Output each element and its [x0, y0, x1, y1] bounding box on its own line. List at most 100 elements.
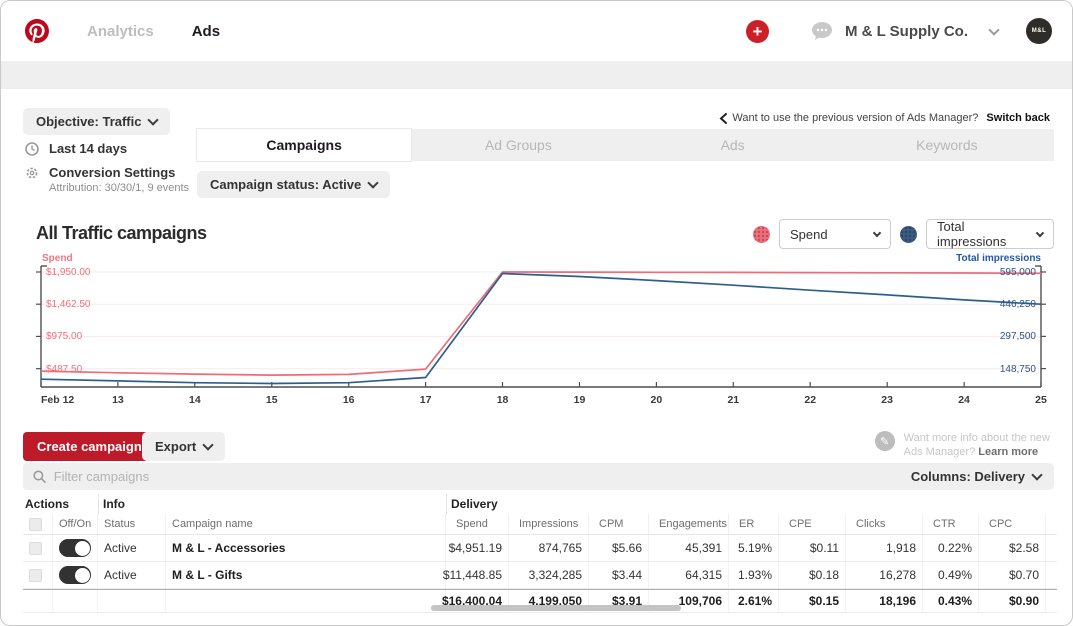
cpc-cell: $2.58 [979, 535, 1046, 561]
account-switcher[interactable]: M & L Supply Co. [845, 23, 998, 40]
ads-manager-promo: ✎ Want more info about the new Ads Manag… [875, 431, 1050, 459]
total-cpe: $0.15 [779, 590, 846, 612]
campaign-toggle[interactable] [59, 566, 91, 584]
filter-campaigns-search[interactable] [23, 463, 929, 490]
tab-keywords[interactable]: Keywords [840, 129, 1054, 161]
promo-line1: Want more info about the new [904, 432, 1050, 444]
horizontal-scrollbar[interactable] [431, 605, 681, 611]
gear-icon [25, 166, 39, 180]
col-er[interactable]: ER [729, 514, 779, 534]
impressions-cell: 874,765 [509, 535, 589, 561]
er-cell: 1.93% [729, 562, 779, 588]
total-ctr: 0.43% [923, 590, 979, 612]
export-label: Export [155, 439, 196, 454]
spend-metric-dot-icon [753, 226, 770, 243]
x-axis-label: 22 [804, 394, 816, 406]
col-status[interactable]: Status [98, 514, 166, 534]
nav-ads[interactable]: Ads [192, 23, 220, 40]
create-plus-button[interactable]: + [746, 20, 769, 43]
engagements-cell: 45,391 [649, 535, 729, 561]
pinterest-logo-icon[interactable] [25, 19, 49, 43]
conversion-settings-row[interactable]: Conversion Settings Attribution: 30/30/1… [25, 165, 189, 194]
messages-icon[interactable] [811, 21, 833, 41]
export-button[interactable]: Export [142, 432, 225, 461]
tab-ads[interactable]: Ads [626, 129, 840, 161]
er-cell: 5.19% [729, 535, 779, 561]
account-name: M & L Supply Co. [845, 23, 968, 40]
conversion-settings-title: Conversion Settings [49, 165, 189, 180]
cpm-cell: $5.66 [589, 535, 649, 561]
objective-filter-label: Objective: Traffic [36, 114, 141, 129]
chart-title: All Traffic campaigns [36, 223, 207, 244]
date-range-row[interactable]: Last 14 days [25, 141, 127, 156]
col-cpe[interactable]: CPE [779, 514, 846, 534]
clicks-cell: 1,918 [846, 535, 923, 561]
columns-button[interactable]: Columns: Delivery [898, 463, 1054, 490]
axis-tick-label: $1,950.00 [46, 267, 91, 278]
nav-analytics[interactable]: Analytics [87, 23, 154, 40]
campaign-status-filter-label: Campaign status: Active [210, 177, 361, 192]
col-cpm[interactable]: CPM [589, 514, 649, 534]
axis-tick-label: 595,000 [1000, 267, 1036, 278]
top-nav: Analytics Ads + M & L Supply Co. M&L [1, 1, 1072, 61]
campaign-name-link[interactable]: M & L - Accessories [166, 535, 446, 561]
table-group-header: Actions Info Delivery [23, 494, 1057, 514]
tab-ad-groups[interactable]: Ad Groups [411, 129, 625, 161]
avatar[interactable]: M&L [1026, 18, 1052, 44]
metric1-value: Spend [790, 227, 828, 242]
col-cpc[interactable]: CPC [979, 514, 1046, 534]
sub-nav-band [1, 61, 1072, 89]
chevron-down-icon [873, 228, 881, 236]
metric2-select[interactable]: Total impressions [926, 219, 1054, 249]
x-axis-label: 23 [881, 394, 893, 406]
metric1-select[interactable]: Spend [779, 219, 891, 249]
search-input[interactable] [54, 469, 919, 484]
clicks-cell: 16,278 [846, 562, 923, 588]
campaign-toggle[interactable] [59, 539, 91, 557]
cpe-cell: $0.18 [779, 562, 846, 588]
col-clicks[interactable]: Clicks [846, 514, 923, 534]
axis-tick-label: $1,462.50 [46, 299, 91, 310]
row-checkbox[interactable] [29, 542, 42, 555]
create-campaign-button[interactable]: Create campaign [23, 432, 156, 461]
x-axis-label: 25 [1035, 394, 1047, 406]
campaign-status-filter-button[interactable]: Campaign status: Active [197, 171, 390, 198]
col-off-on[interactable]: Off/On [53, 514, 98, 534]
col-campaign-name[interactable]: Campaign name [166, 514, 446, 534]
col-engagements[interactable]: Engagements [649, 514, 729, 534]
row-checkbox[interactable] [29, 569, 42, 582]
status-cell: Active [98, 562, 166, 588]
x-axis-label: 24 [958, 394, 970, 406]
chevron-left-icon [719, 113, 727, 124]
clock-icon [25, 142, 39, 156]
x-axis-label: 21 [727, 394, 739, 406]
campaign-name-link[interactable]: M & L - Gifts [166, 562, 446, 588]
conversion-settings-subtext: Attribution: 30/30/1, 9 events [49, 182, 189, 194]
switch-back-row: Want to use the previous version of Ads … [719, 112, 1050, 124]
ads-manager-window: Analytics Ads + M & L Supply Co. M&L Obj… [0, 0, 1073, 626]
x-axis-label: 15 [266, 394, 278, 406]
chevron-down-icon [203, 439, 214, 450]
axis-tick-label: $975.00 [46, 331, 82, 342]
switch-back-link[interactable]: Switch back [986, 112, 1050, 124]
tab-campaigns[interactable]: Campaigns [197, 129, 411, 161]
col-ctr[interactable]: CTR [923, 514, 979, 534]
ctr-cell: 0.49% [923, 562, 979, 588]
pencil-badge-icon: ✎ [875, 431, 895, 451]
campaign-performance-chart[interactable]: Spend Total impressions $487.50$975.00$1… [1, 251, 1073, 416]
search-icon [33, 470, 46, 483]
select-all-checkbox[interactable] [29, 518, 42, 531]
group-actions: Actions [23, 494, 98, 514]
total-er: 2.61% [729, 590, 779, 612]
col-spend[interactable]: Spend [446, 514, 509, 534]
learn-more-link[interactable]: Learn more [978, 446, 1038, 458]
col-impressions[interactable]: Impressions [509, 514, 589, 534]
x-axis-label: 18 [497, 394, 509, 406]
axis-tick-label: $487.50 [46, 364, 82, 375]
ctr-cell: 0.22% [923, 535, 979, 561]
chevron-down-icon [988, 24, 999, 35]
objective-filter-button[interactable]: Objective: Traffic [23, 108, 170, 135]
x-axis-label: 16 [343, 394, 355, 406]
total-clicks: 18,196 [846, 590, 923, 612]
x-axis-label: 20 [651, 394, 663, 406]
